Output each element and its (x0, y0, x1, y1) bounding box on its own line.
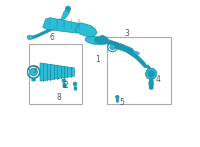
Polygon shape (63, 19, 65, 29)
Polygon shape (78, 19, 80, 29)
Polygon shape (114, 44, 147, 68)
Polygon shape (43, 18, 82, 33)
Text: 5: 5 (119, 98, 124, 107)
Polygon shape (59, 9, 70, 19)
Circle shape (146, 68, 157, 79)
Text: 7: 7 (32, 66, 37, 75)
Circle shape (116, 95, 119, 99)
Text: 4: 4 (156, 75, 161, 84)
Circle shape (66, 7, 69, 10)
Polygon shape (32, 24, 59, 39)
Polygon shape (71, 19, 72, 29)
Polygon shape (85, 36, 103, 44)
Text: 8: 8 (56, 93, 61, 102)
Polygon shape (149, 86, 153, 90)
Circle shape (30, 68, 37, 76)
Polygon shape (146, 65, 151, 69)
Polygon shape (75, 23, 97, 37)
Text: 3: 3 (125, 29, 130, 38)
Text: 6: 6 (50, 33, 55, 42)
Polygon shape (49, 19, 50, 29)
Circle shape (148, 71, 154, 77)
Polygon shape (106, 40, 134, 52)
Circle shape (110, 44, 115, 50)
Polygon shape (132, 51, 140, 55)
Polygon shape (149, 78, 154, 88)
Circle shape (73, 82, 77, 86)
Polygon shape (94, 35, 109, 45)
Text: 1: 1 (95, 55, 100, 64)
Polygon shape (27, 35, 32, 40)
Polygon shape (56, 19, 58, 29)
Polygon shape (40, 63, 74, 81)
Polygon shape (32, 78, 35, 81)
Polygon shape (62, 79, 66, 83)
Circle shape (65, 6, 71, 11)
Text: 2: 2 (63, 81, 68, 91)
